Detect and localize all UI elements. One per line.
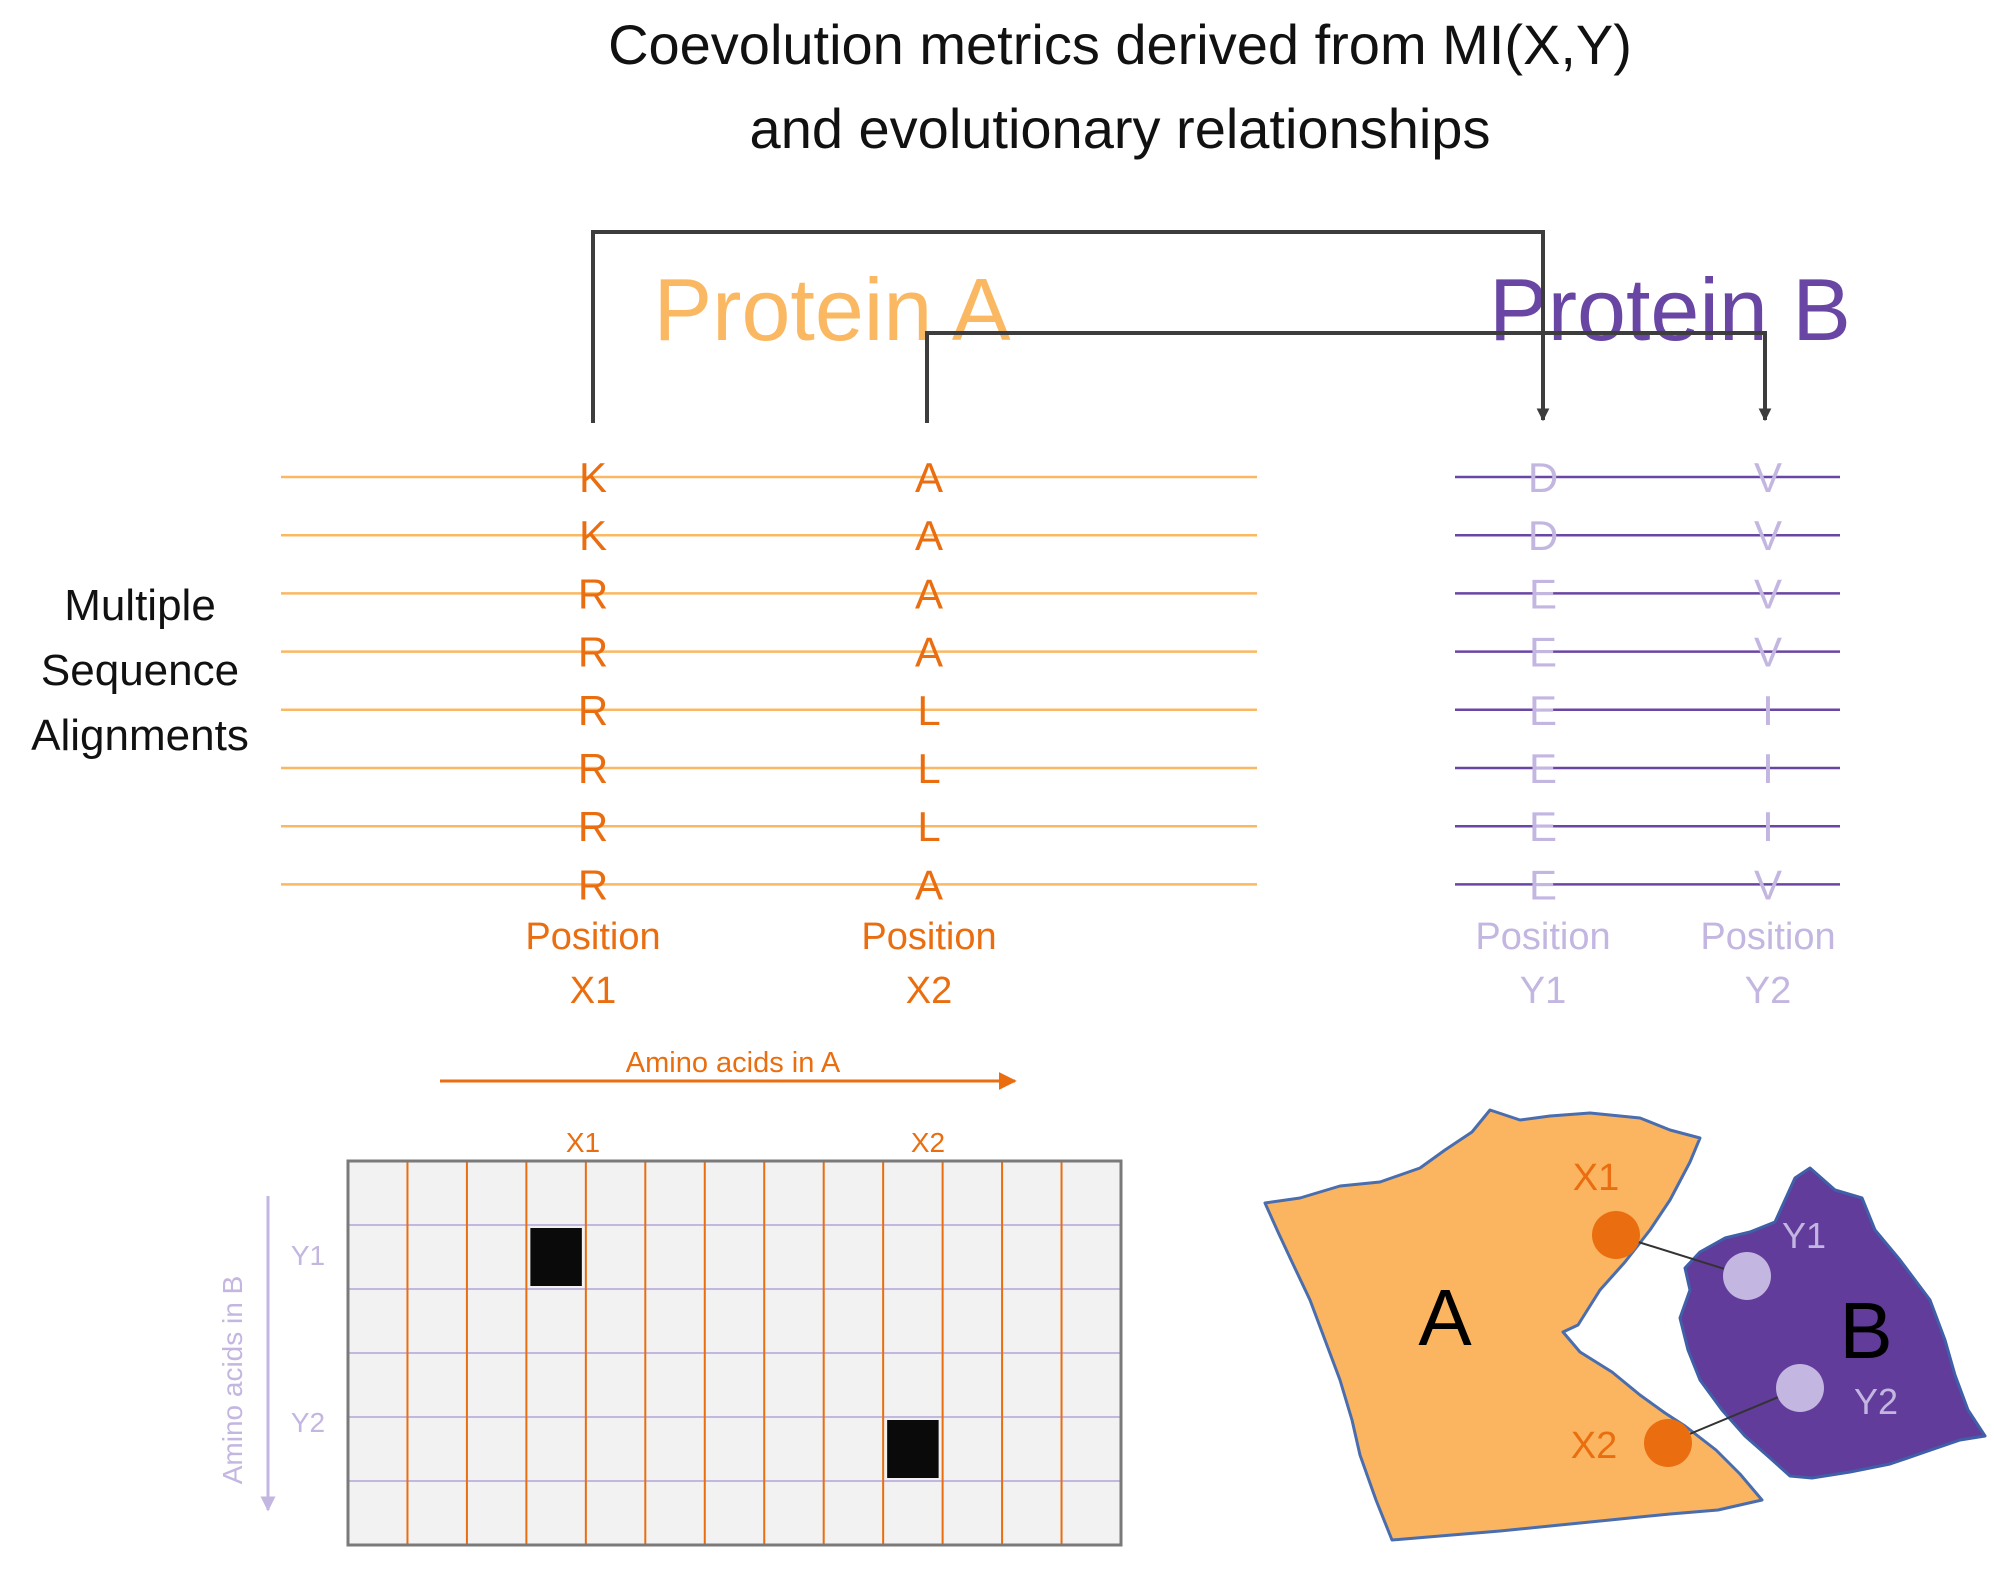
residue: D: [1528, 454, 1558, 501]
residue: L: [917, 745, 940, 792]
matrix-filled-cell: [530, 1228, 582, 1286]
residue: R: [578, 803, 608, 850]
position-id: Y1: [1520, 970, 1566, 1012]
residue: A: [915, 512, 943, 559]
residue: R: [578, 629, 608, 676]
position-label: Position: [525, 916, 660, 958]
residue: R: [578, 687, 608, 734]
site-x1-label: X1: [1573, 1157, 1619, 1199]
y-axis-label: Amino acids in B: [217, 1276, 248, 1485]
residue: A: [915, 629, 943, 676]
matrix-row-label-y1: Y1: [291, 1240, 325, 1271]
position-label: Position: [861, 916, 996, 958]
protein-b-sequence-lines: [1455, 475, 1840, 886]
residue: I: [1762, 687, 1774, 734]
site-y2-dot: [1776, 1364, 1824, 1412]
structure-a-label: A: [1418, 1273, 1472, 1362]
connector-x2-y2: [925, 331, 1772, 423]
residue: A: [915, 454, 943, 501]
msa-label-line2: Sequence: [41, 646, 239, 695]
site-x1-dot: [1592, 1211, 1640, 1259]
site-x2-label: X2: [1571, 1425, 1617, 1467]
residue: L: [917, 803, 940, 850]
position-label: Position: [1475, 916, 1610, 958]
matrix-row-label-y2: Y2: [291, 1407, 325, 1438]
connector-x1-y1: [591, 230, 1550, 423]
residue: K: [579, 454, 607, 501]
residue: R: [578, 570, 608, 617]
contact-matrix: Amino acids in A Amino acids in B X1 X2 …: [217, 1047, 1123, 1547]
residue: V: [1754, 454, 1782, 501]
residue: V: [1754, 861, 1782, 908]
residue: I: [1762, 745, 1774, 792]
site-x2-dot: [1644, 1419, 1692, 1467]
residue: D: [1528, 512, 1558, 559]
protein-b-shape: [1678, 1166, 1987, 1480]
residue: I: [1762, 803, 1774, 850]
matrix-grid: [348, 1161, 1121, 1545]
figure-title-line1: Coevolution metrics derived from MI(X,Y): [608, 13, 1632, 76]
site-y2-label: Y2: [1854, 1381, 1898, 1422]
coevolution-connectors: [591, 230, 1772, 423]
residue: K: [579, 512, 607, 559]
matrix-col-label-x1: X1: [566, 1127, 600, 1158]
matrix-filled-cell: [887, 1420, 939, 1478]
position-id: X2: [906, 970, 952, 1012]
msa-label: Multiple Sequence Alignments: [31, 581, 249, 760]
structure-b-label: B: [1839, 1286, 1892, 1375]
position-label: Position: [1700, 916, 1835, 958]
residue: E: [1529, 745, 1557, 792]
protein-a-sequence-lines: [281, 475, 1257, 886]
matrix-border: [346, 1159, 1123, 1547]
site-y1-label: Y1: [1782, 1215, 1826, 1256]
x-axis-label: Amino acids in A: [626, 1047, 841, 1079]
residue: A: [915, 861, 943, 908]
residue: E: [1529, 861, 1557, 908]
matrix-col-label-x2: X2: [911, 1127, 945, 1158]
protein-a-label: Protein A: [653, 260, 1010, 359]
residue: E: [1529, 803, 1557, 850]
residue: V: [1754, 629, 1782, 676]
protein-b-label: Protein B: [1489, 260, 1851, 359]
site-y1-dot: [1723, 1252, 1771, 1300]
position-id: Y2: [1745, 970, 1791, 1012]
residue: A: [915, 570, 943, 617]
residue: E: [1529, 687, 1557, 734]
protein-a-shape: [1263, 1108, 1764, 1542]
msa-label-line3: Alignments: [31, 711, 249, 760]
residue: R: [578, 745, 608, 792]
residue: V: [1754, 570, 1782, 617]
residue: E: [1529, 570, 1557, 617]
matrix-filled-cells: [530, 1228, 939, 1478]
residue: E: [1529, 629, 1557, 676]
residue: R: [578, 861, 608, 908]
msa-label-line1: Multiple: [64, 581, 216, 630]
residue: V: [1754, 512, 1782, 559]
structure-cartoon: X1 Y1 X2 Y2 A B: [1263, 1108, 1987, 1542]
figure-title-line2: and evolutionary relationships: [750, 97, 1491, 160]
residue: L: [917, 687, 940, 734]
position-id: X1: [570, 970, 616, 1012]
